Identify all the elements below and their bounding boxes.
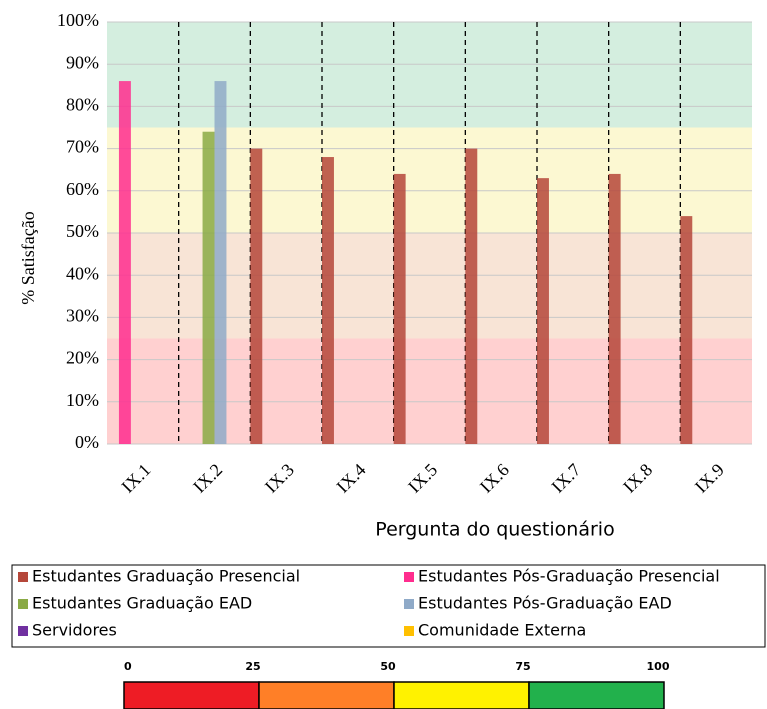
- x-tick-label: IX.3: [261, 460, 298, 497]
- y-tick-label: 60%: [66, 179, 99, 199]
- legend-label: Estudantes Pós-Graduação EAD: [418, 594, 672, 613]
- x-tick-label: IX.8: [619, 460, 656, 497]
- bar: [118, 81, 131, 444]
- legend-swatch: [18, 599, 28, 609]
- y-tick-label: 20%: [66, 348, 99, 368]
- scale-label: 75: [515, 660, 530, 673]
- bar: [393, 173, 406, 445]
- y-axis-label: % Satisfação: [18, 211, 38, 304]
- x-tick-label: IX.4: [332, 460, 369, 497]
- legend-swatch: [404, 599, 414, 609]
- legend-label: Estudantes Pós-Graduação Presencial: [418, 567, 720, 586]
- bar: [322, 157, 334, 445]
- y-tick-label: 70%: [66, 137, 99, 157]
- x-tick-label: IX.6: [476, 460, 513, 497]
- x-tick-label: IX.7: [547, 460, 584, 497]
- scale-label: 0: [124, 660, 132, 673]
- legend-swatch: [404, 572, 414, 582]
- threshold-band: [107, 22, 752, 128]
- scale-segment: [258, 681, 395, 709]
- legend-swatch: [404, 626, 414, 636]
- legend-swatch: [18, 572, 28, 582]
- bar: [465, 148, 478, 444]
- y-tick-label: 100%: [57, 10, 99, 30]
- bar: [202, 131, 215, 444]
- y-tick-label: 80%: [66, 95, 99, 115]
- scale-segment: [393, 681, 530, 709]
- scale-label: 50: [380, 660, 396, 673]
- x-tick-label: IX.1: [117, 460, 154, 497]
- scale-label: 100: [647, 660, 670, 673]
- x-tick-label: IX.2: [189, 460, 226, 497]
- y-tick-label: 10%: [66, 390, 99, 410]
- bar: [608, 173, 621, 445]
- x-axis-label: Pergunta do questionário: [375, 519, 614, 541]
- legend-label: Servidores: [32, 621, 117, 640]
- legend-swatch: [18, 626, 28, 636]
- y-tick-label: 90%: [66, 52, 99, 72]
- bar: [680, 216, 693, 444]
- scale-label: 25: [245, 660, 260, 673]
- y-tick-label: 40%: [66, 263, 99, 283]
- x-tick-label: IX.5: [404, 460, 441, 497]
- scale-segment: [528, 681, 665, 709]
- legend-label: Estudantes Graduação Presencial: [32, 567, 300, 586]
- x-tick-label: IX.9: [691, 460, 728, 497]
- y-tick-label: 0%: [75, 432, 99, 452]
- legend-box: [11, 564, 766, 648]
- legend-label: Comunidade Externa: [418, 621, 586, 640]
- scale-segment: [123, 681, 260, 709]
- bar: [250, 148, 263, 444]
- bar: [214, 81, 227, 444]
- y-tick-label: 50%: [66, 221, 99, 241]
- y-tick-label: 30%: [66, 306, 99, 326]
- bar: [537, 178, 549, 444]
- legend-label: Estudantes Graduação EAD: [32, 594, 252, 613]
